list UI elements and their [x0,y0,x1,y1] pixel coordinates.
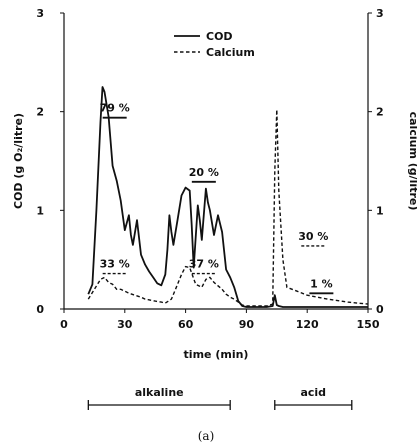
y-right-tick-label: 2 [376,106,384,119]
x-tick-label: 120 [296,318,319,331]
y-right-tick-label: 0 [376,303,384,316]
y-right-tick-label: 3 [376,7,384,20]
x-tick-label: 150 [357,318,380,331]
annotation-layer: 79 % 33 % 20 % 37 % 30 % 1 % [100,102,334,295]
tick-group: 0 30 60 90 120 150 0 0 1 1 2 2 3 3 [36,7,384,331]
legend: COD Calcium [174,30,255,59]
y-right-tick-label: 1 [376,204,384,217]
phase-label-acid: acid [300,386,326,399]
percent-label: 20 % [189,166,219,179]
y-axis-left-title: COD (g O₂/litre) [12,113,25,209]
percent-label: 1 % [310,277,333,290]
x-axis-title: time (min) [184,348,249,361]
percent-label: 30 % [298,230,328,243]
phase-bars: alkaline acid [87,386,353,410]
series-line-calcium [87,108,369,307]
y-left-tick-label: 2 [36,106,44,119]
x-tick-label: 90 [239,318,255,331]
y-left-tick-label: 3 [36,7,44,20]
phase-label-alkaline: alkaline [135,386,184,399]
series-layer [87,86,369,308]
x-tick-label: 30 [117,318,133,331]
y-left-tick-label: 1 [36,204,44,217]
legend-label-calcium: Calcium [206,46,255,59]
series-line-cod [87,86,368,308]
x-tick-label: 0 [60,318,68,331]
y-axis-right-title: calcium (g/litre) [407,112,417,211]
x-tick-label: 60 [178,318,194,331]
percent-label: 79 % [100,102,130,115]
percent-label: 33 % [100,258,130,271]
figure-caption: (a) [198,429,215,443]
percent-label: 37 % [189,258,219,271]
axes [63,13,369,310]
legend-label-cod: COD [206,30,233,43]
y-left-tick-label: 0 [36,303,44,316]
